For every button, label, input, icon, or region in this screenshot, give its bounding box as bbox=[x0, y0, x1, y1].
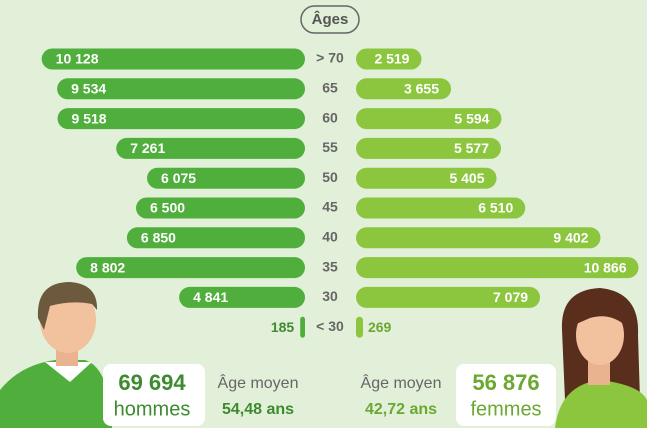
title-pill bbox=[300, 5, 360, 34]
bar bbox=[356, 286, 541, 308]
age-label: 60 bbox=[322, 109, 338, 125]
women-mean-age: 42,72 ans bbox=[365, 401, 437, 418]
age-label: 30 bbox=[322, 288, 338, 304]
bar bbox=[76, 257, 305, 279]
age-label: 55 bbox=[322, 139, 338, 155]
bar bbox=[300, 316, 305, 338]
bar bbox=[57, 78, 306, 100]
men-total-box bbox=[103, 364, 205, 426]
women-legend: femmes bbox=[470, 398, 541, 420]
bar bbox=[136, 197, 305, 219]
age-label: < 30 bbox=[316, 318, 344, 334]
value-label: 6 510 bbox=[478, 200, 513, 216]
bar bbox=[179, 286, 305, 308]
age-label: 65 bbox=[322, 80, 338, 96]
bar bbox=[356, 78, 452, 100]
women-total: 56 876 bbox=[472, 370, 539, 395]
bar bbox=[356, 316, 363, 338]
bar bbox=[356, 48, 422, 70]
value-label: 8 802 bbox=[90, 259, 125, 275]
value-label: 269 bbox=[368, 319, 392, 335]
bar bbox=[147, 167, 305, 189]
chart-title: Âges bbox=[312, 10, 349, 28]
bar bbox=[57, 108, 306, 130]
value-label: 10 866 bbox=[584, 259, 627, 275]
men-legend: hommes bbox=[114, 398, 191, 420]
value-label: 9 402 bbox=[553, 230, 588, 246]
value-label: 6 075 bbox=[161, 170, 196, 186]
bar bbox=[356, 227, 601, 249]
bar bbox=[116, 137, 306, 159]
age-label: 45 bbox=[322, 199, 338, 215]
bar bbox=[356, 257, 639, 279]
value-label: 6 500 bbox=[150, 200, 185, 216]
men-total: 69 694 bbox=[118, 370, 186, 395]
value-label: 6 850 bbox=[141, 230, 176, 246]
age-label: 40 bbox=[322, 229, 338, 245]
value-label: 185 bbox=[271, 319, 295, 335]
value-label: 2 519 bbox=[374, 51, 409, 67]
age-label: > 70 bbox=[316, 50, 344, 66]
value-label: 7 079 bbox=[493, 289, 528, 305]
value-label: 5 594 bbox=[454, 110, 489, 126]
value-label: 4 841 bbox=[193, 289, 228, 305]
value-label: 10 128 bbox=[56, 51, 99, 67]
value-label: 9 518 bbox=[72, 110, 107, 126]
bar bbox=[356, 197, 526, 219]
man-illustration bbox=[0, 282, 112, 428]
women-total-box bbox=[456, 364, 556, 426]
age-label: 50 bbox=[322, 169, 338, 185]
bar bbox=[356, 137, 502, 159]
men-mean-age: 54,48 ans bbox=[222, 401, 294, 418]
men-mean-title: Âge moyen bbox=[218, 373, 299, 392]
age-label: 35 bbox=[322, 258, 338, 274]
women-mean-title: Âge moyen bbox=[361, 373, 442, 392]
bar bbox=[126, 227, 306, 249]
value-label: 5 577 bbox=[454, 140, 489, 156]
bar bbox=[356, 108, 502, 130]
woman-illustration bbox=[555, 288, 647, 428]
bar bbox=[41, 48, 306, 70]
bar bbox=[356, 167, 497, 189]
value-label: 5 405 bbox=[449, 170, 484, 186]
value-label: 3 655 bbox=[404, 81, 439, 97]
value-label: 9 534 bbox=[71, 81, 106, 97]
value-label: 7 261 bbox=[130, 140, 165, 156]
